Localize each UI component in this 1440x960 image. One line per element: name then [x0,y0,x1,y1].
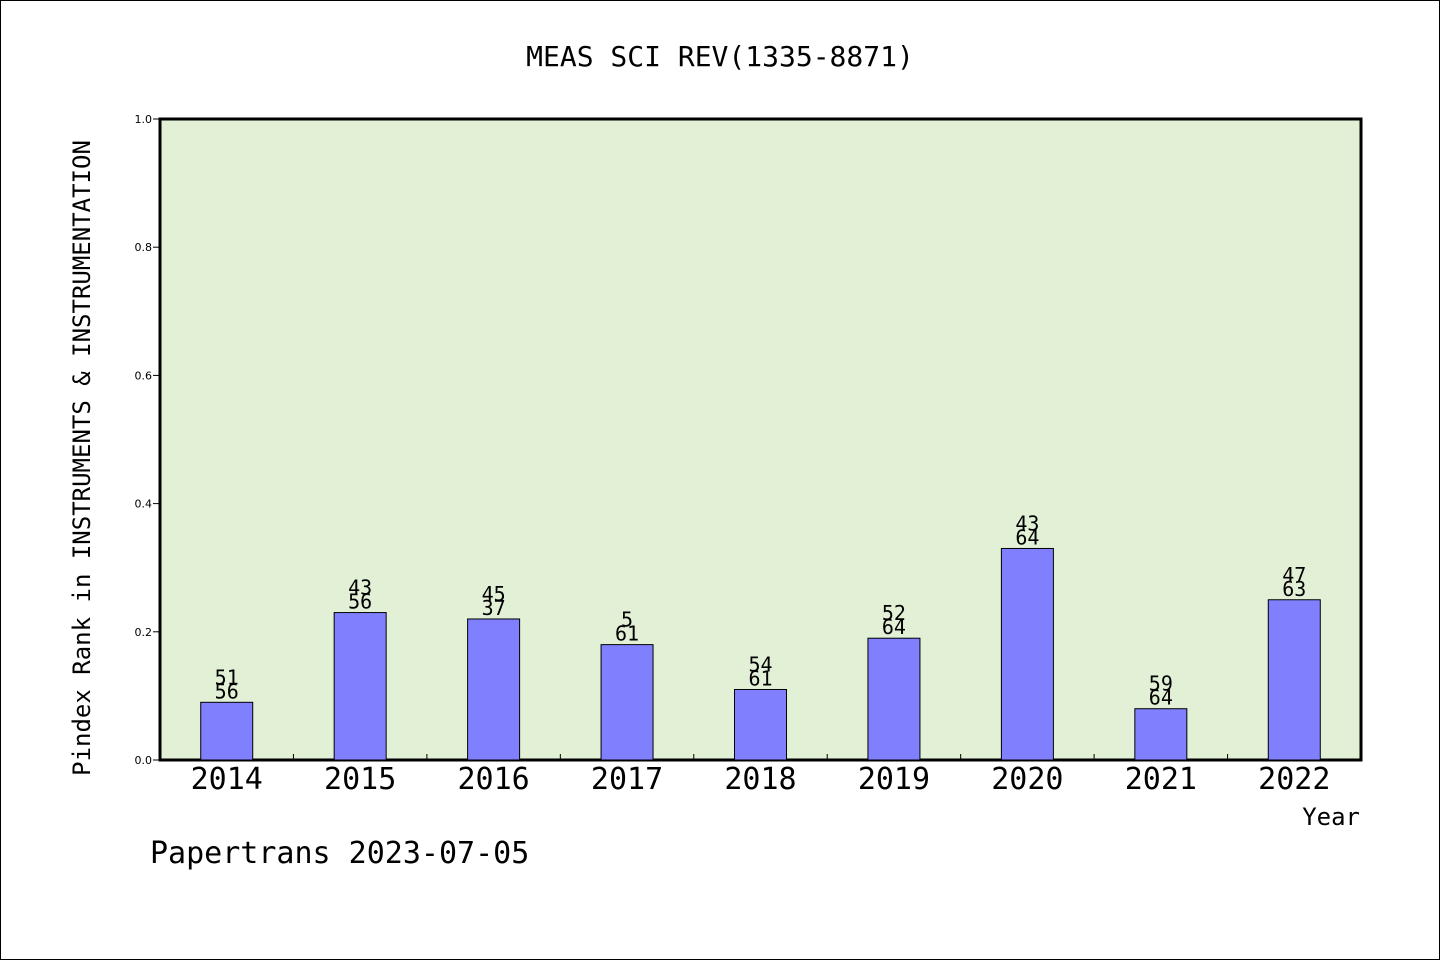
x-tick-label: 2015 [324,762,396,797]
bar-total-label: 56 [348,590,372,614]
bar-2019 [867,637,921,761]
bar-total-label: 64 [882,615,906,639]
x-tick-label: 2020 [991,762,1063,797]
bar-rank-label: 59 [1149,672,1173,696]
y-tick-label: 0.8 [135,241,153,254]
y-tick-label: 1.0 [135,113,153,126]
bar-rank-label: 43 [1015,511,1039,535]
bar-2022 [1267,599,1321,761]
bar-rank-label: 45 [482,582,506,606]
x-tick-label: 2019 [858,762,930,797]
bar-rank-label: 43 [348,576,372,600]
bar-2017 [600,644,654,761]
bar-rank-label: 54 [748,652,772,676]
bar-total-label: 64 [1149,686,1173,710]
y-axis: 0.0 0.2 0.4 0.6 0.8 1.0 [135,113,160,767]
x-tick-label: 2017 [591,762,663,797]
x-tick-label: 2018 [724,762,796,797]
bar-total-label: 64 [1015,525,1039,549]
bar-2015 [333,612,387,761]
y-tick-label: 0.0 [135,754,153,767]
x-tick-label: 2014 [191,762,263,797]
bar-2014 [200,701,254,761]
bar-rank-label: 51 [215,665,239,689]
bar-rank-label: 52 [882,601,906,625]
bar-rank-label: 5 [621,608,633,632]
x-tick-labels: 2014 2015 2016 2017 2018 2019 2020 2021 2022 [191,762,1331,797]
bar-2016 [467,618,521,761]
y-tick-label: 0.6 [135,369,153,382]
x-axis [292,754,1229,760]
x-tick-label: 2022 [1258,762,1330,797]
bar-total-label: 63 [1282,577,1306,601]
bar-rank-label: 47 [1282,563,1306,587]
bar-2020 [1000,547,1054,761]
x-axis-label: Year [1302,803,1360,831]
bar-total-label: 56 [215,679,239,703]
bar-total-label: 37 [482,596,506,620]
footer-credit: Papertrans 2023-07-05 [150,836,529,871]
y-tick-label: 0.2 [135,626,153,639]
bars [200,547,1321,761]
y-axis-label: Pindex Rank in INSTRUMENTS & INSTRUMENTA… [68,140,96,776]
x-tick-label: 2016 [457,762,529,797]
x-tick-label: 2021 [1125,762,1197,797]
bar-2018 [734,688,787,761]
y-tick-label: 0.4 [135,498,153,511]
bar-total-label: 61 [615,622,639,646]
bar-total-label: 61 [748,666,772,690]
bar-2021 [1134,708,1188,761]
chart-title: MEAS SCI REV(1335-8871) [526,40,914,73]
